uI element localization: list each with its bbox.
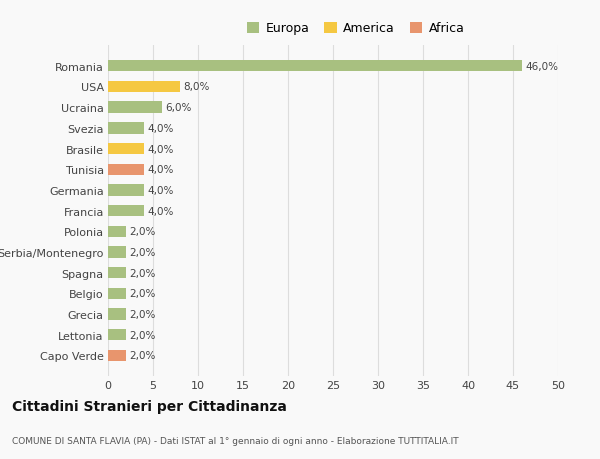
Bar [108, 226, 126, 237]
Text: 2,0%: 2,0% [130, 289, 156, 299]
Text: 2,0%: 2,0% [130, 227, 156, 237]
Bar [108, 247, 126, 258]
Text: COMUNE DI SANTA FLAVIA (PA) - Dati ISTAT al 1° gennaio di ogni anno - Elaborazio: COMUNE DI SANTA FLAVIA (PA) - Dati ISTAT… [12, 436, 458, 445]
Text: 46,0%: 46,0% [526, 62, 559, 72]
Bar [108, 185, 144, 196]
Bar [108, 164, 144, 175]
Text: 8,0%: 8,0% [184, 82, 210, 92]
Text: 2,0%: 2,0% [130, 268, 156, 278]
Text: 4,0%: 4,0% [148, 144, 174, 154]
Bar [108, 123, 144, 134]
Text: 4,0%: 4,0% [148, 206, 174, 216]
Bar [108, 350, 126, 361]
Text: 2,0%: 2,0% [130, 330, 156, 340]
Text: 2,0%: 2,0% [130, 247, 156, 257]
Bar [108, 61, 522, 72]
Bar [108, 82, 180, 93]
Bar [108, 309, 126, 320]
Bar [108, 206, 144, 217]
Bar [108, 268, 126, 279]
Text: 6,0%: 6,0% [166, 103, 192, 113]
Text: 2,0%: 2,0% [130, 351, 156, 361]
Legend: Europa, America, Africa: Europa, America, Africa [247, 22, 464, 35]
Bar [108, 102, 162, 113]
Bar [108, 144, 144, 155]
Bar [108, 288, 126, 299]
Text: 4,0%: 4,0% [148, 123, 174, 134]
Text: 2,0%: 2,0% [130, 309, 156, 319]
Text: 4,0%: 4,0% [148, 165, 174, 175]
Text: Cittadini Stranieri per Cittadinanza: Cittadini Stranieri per Cittadinanza [12, 399, 287, 413]
Text: 4,0%: 4,0% [148, 185, 174, 196]
Bar [108, 330, 126, 341]
